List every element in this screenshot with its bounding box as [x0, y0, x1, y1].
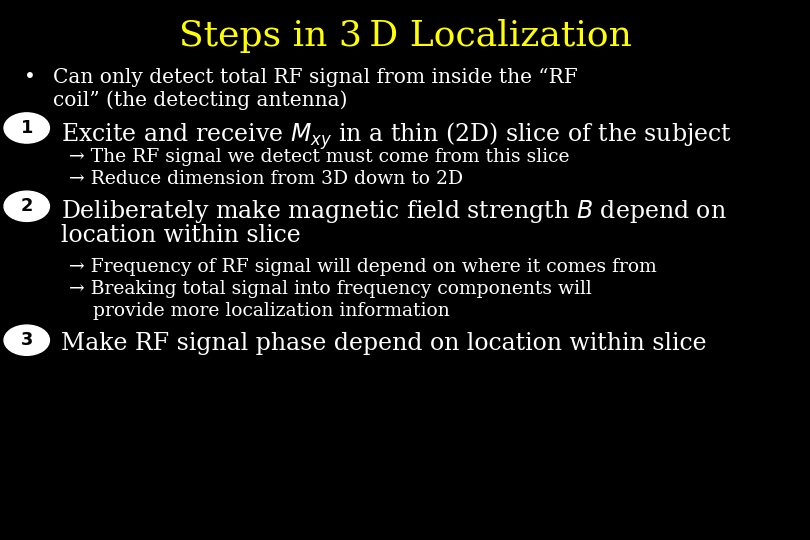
Text: 2: 2	[20, 197, 33, 215]
Text: 1: 1	[20, 119, 33, 137]
Text: coil” (the detecting antenna): coil” (the detecting antenna)	[53, 90, 347, 110]
Text: → The RF signal we detect must come from this slice: → The RF signal we detect must come from…	[69, 148, 569, 166]
Text: provide more localization information: provide more localization information	[93, 302, 450, 320]
Text: → Breaking total signal into frequency components will: → Breaking total signal into frequency c…	[69, 280, 591, 298]
Text: •: •	[24, 68, 36, 86]
Text: Steps in 3 D Localization: Steps in 3 D Localization	[178, 19, 632, 53]
Text: Excite and receive $M_{xy}$ in a thin (2D) slice of the subject: Excite and receive $M_{xy}$ in a thin (2…	[61, 120, 731, 152]
Circle shape	[4, 113, 49, 143]
Text: Can only detect total RF signal from inside the “RF: Can only detect total RF signal from ins…	[53, 68, 578, 86]
Text: → Frequency of RF signal will depend on where it comes from: → Frequency of RF signal will depend on …	[69, 258, 657, 275]
Text: Make RF signal phase depend on location within slice: Make RF signal phase depend on location …	[61, 332, 706, 355]
Text: → Reduce dimension from 3D down to 2D: → Reduce dimension from 3D down to 2D	[69, 170, 463, 188]
Circle shape	[4, 325, 49, 355]
Text: location within slice: location within slice	[61, 224, 301, 247]
Text: 3: 3	[20, 331, 33, 349]
Circle shape	[4, 191, 49, 221]
Text: Deliberately make magnetic field strength $\it{B}$ depend on: Deliberately make magnetic field strengt…	[61, 198, 727, 225]
